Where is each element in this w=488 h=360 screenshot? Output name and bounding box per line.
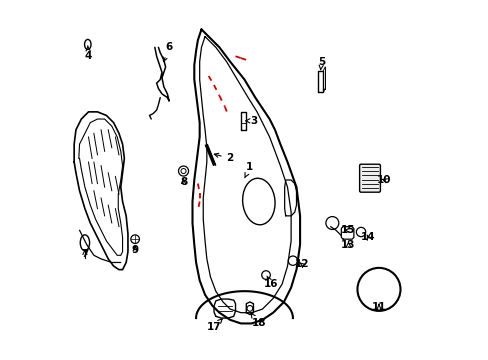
Text: 10: 10 [376, 175, 391, 185]
Text: 8: 8 [180, 177, 187, 187]
Text: 1: 1 [244, 162, 253, 178]
Text: 18: 18 [250, 313, 265, 328]
Text: 13: 13 [341, 239, 355, 249]
Text: 14: 14 [360, 232, 375, 242]
Text: 9: 9 [131, 245, 139, 255]
Text: 15: 15 [341, 225, 355, 235]
Text: 16: 16 [264, 276, 278, 289]
Text: 5: 5 [317, 57, 325, 70]
Text: 6: 6 [163, 42, 172, 62]
Text: 7: 7 [81, 248, 88, 258]
Text: 4: 4 [84, 46, 92, 61]
Text: 12: 12 [294, 259, 308, 269]
Text: 11: 11 [371, 302, 386, 312]
Text: 2: 2 [214, 153, 233, 163]
Text: 3: 3 [245, 116, 257, 126]
FancyBboxPatch shape [359, 164, 380, 192]
Text: 17: 17 [206, 319, 222, 332]
